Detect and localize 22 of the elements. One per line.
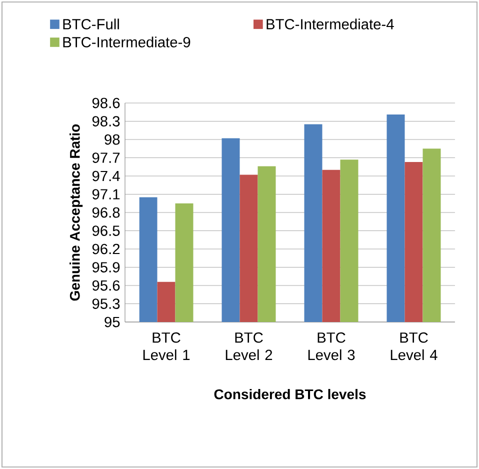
y-tick-label: 96.8 [92, 207, 120, 218]
y-tick-label: 95.9 [92, 262, 120, 272]
y-axis-title: Genuine Acceptance Ratio [70, 124, 83, 301]
legend-label: BTC-Intermediate-9 [63, 36, 190, 48]
y-tick-label: 98 [104, 134, 120, 145]
legend-label: BTC-Full [63, 18, 119, 30]
y-tick-label: 95.6 [92, 280, 120, 291]
y-tick-label: 95 [104, 316, 120, 328]
y-tick-label: 95.3 [92, 298, 120, 309]
y-tick-label: 96.2 [92, 244, 120, 254]
y-tick-label: 98.6 [92, 98, 120, 108]
y-tick-label: 97.7 [92, 152, 120, 163]
x-tick-label: BTC Level 2 [226, 332, 272, 360]
x-tick-label: BTC Level 1 [143, 332, 190, 360]
x-tick-label: BTC Level 3 [308, 332, 355, 360]
y-tick-label: 97.1 [92, 189, 120, 200]
x-axis-title: Considered BTC levels [214, 388, 366, 400]
y-tick-label: 96.5 [92, 226, 120, 236]
y-tick-label: 97.4 [92, 170, 120, 182]
y-tick-label: 98.3 [92, 116, 120, 126]
legend-label: BTC-Intermediate-4 [266, 18, 394, 30]
x-tick-label: BTC Level 4 [390, 332, 438, 360]
